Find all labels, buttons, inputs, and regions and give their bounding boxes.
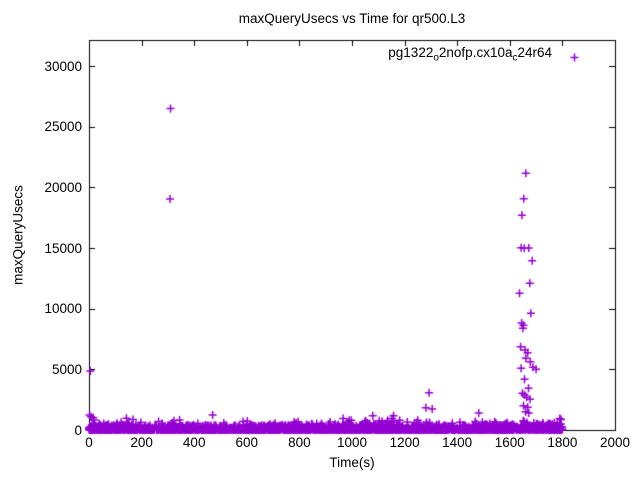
x-tick-label: 2000 <box>599 435 631 450</box>
legend-text-part: pg1322 <box>388 45 434 60</box>
x-tick-label: 400 <box>182 435 206 450</box>
y-tick-label: 10000 <box>44 301 82 317</box>
legend-text-part: 24r64 <box>517 45 552 60</box>
x-tick-label: 1600 <box>494 435 525 450</box>
y-tick-label: 5000 <box>51 361 82 377</box>
legend-text-part: c <box>512 52 518 64</box>
x-tick-label: 600 <box>235 435 259 450</box>
y-tick-label: 25000 <box>44 119 82 135</box>
x-tick-label: 0 <box>85 435 93 450</box>
y-axis-title: maxQueryUsecs <box>10 185 26 285</box>
y-tick-label: 15000 <box>44 240 82 256</box>
x-tick-label: 800 <box>288 435 311 450</box>
y-tick-label: 30000 <box>44 58 82 74</box>
x-tick-label: 1000 <box>336 435 368 450</box>
y-tick-label: 20000 <box>44 179 82 195</box>
legend-series-label: pg1322o2nofp.cx10ac24r64 <box>0 45 552 63</box>
x-tick-label: 1800 <box>547 435 578 450</box>
chart-title: maxQueryUsecs vs Time for qr500.L3 <box>238 11 466 26</box>
x-tick-label: 1200 <box>389 435 420 450</box>
legend-text-part: 2nofp.cx10a <box>438 45 513 60</box>
legend-text-part: o <box>433 52 439 64</box>
x-tick-label: 1400 <box>442 435 473 450</box>
y-tick-label: 0 <box>74 422 82 438</box>
x-axis-title: Time(s) <box>329 455 375 470</box>
x-tick-label: 200 <box>130 435 153 450</box>
